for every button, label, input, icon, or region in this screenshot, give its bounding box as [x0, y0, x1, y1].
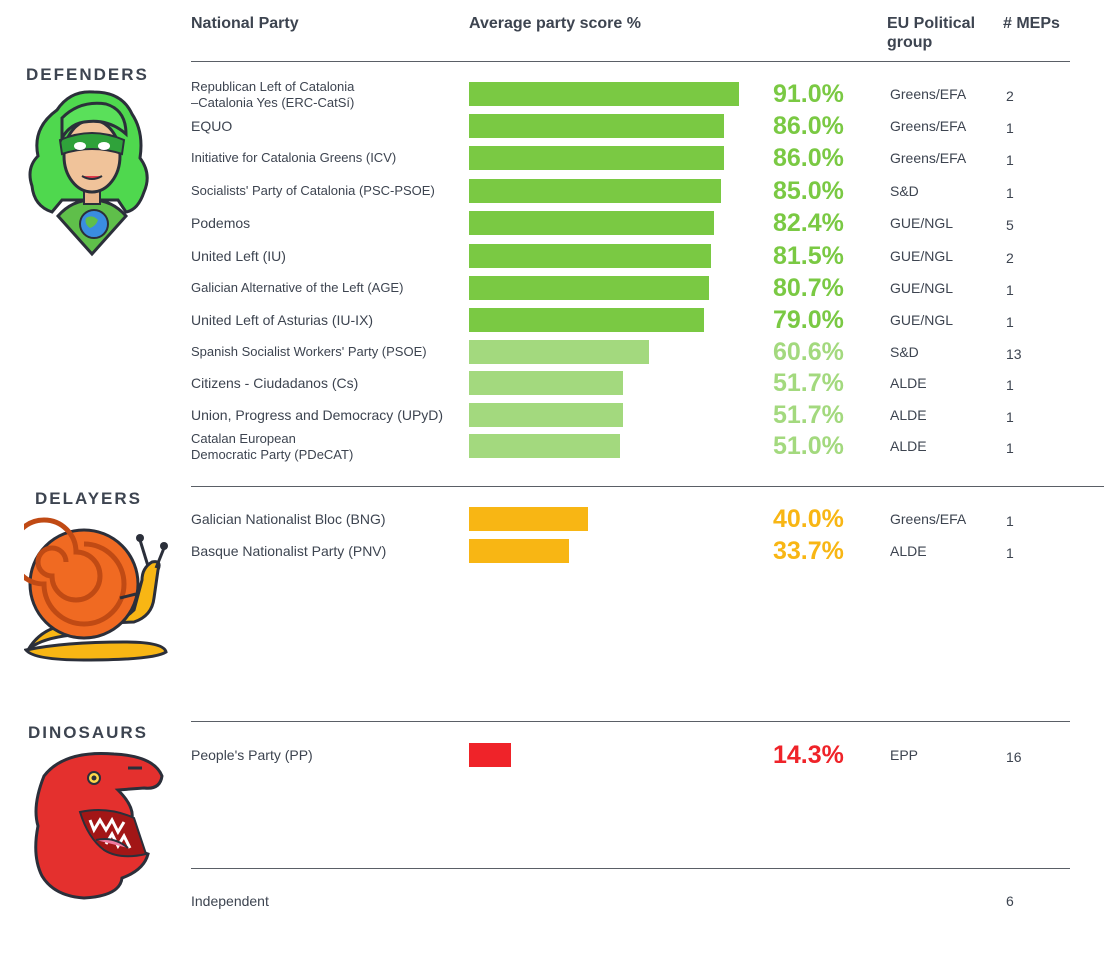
party-name: Socialists' Party of Catalonia (PSC-PSOE…	[191, 183, 435, 198]
score-label: 51.7%	[773, 401, 844, 429]
eu-group: ALDE	[890, 543, 927, 559]
independent-meps: 6	[1006, 893, 1014, 909]
eu-group: ALDE	[890, 375, 927, 391]
score-bar	[469, 340, 649, 364]
score-bar	[469, 371, 623, 395]
meps-count: 1	[1006, 440, 1014, 456]
party-name: United Left (IU)	[191, 248, 286, 264]
score-bar	[469, 308, 704, 332]
header-average-score: Average party score %	[469, 15, 641, 32]
party-name: Basque Nationalist Party (PNV)	[191, 543, 387, 559]
score-label: 80.7%	[773, 274, 844, 302]
meps-count: 2	[1006, 88, 1014, 104]
eu-group: ALDE	[890, 407, 927, 423]
meps-count: 1	[1006, 152, 1014, 168]
score-bar	[469, 179, 721, 203]
score-label: 51.7%	[773, 369, 844, 397]
score-bar	[469, 276, 709, 300]
meps-count: 1	[1006, 513, 1014, 529]
score-label: 91.0%	[773, 80, 844, 108]
score-label: 81.5%	[773, 242, 844, 270]
meps-count: 13	[1006, 346, 1022, 362]
score-bar	[469, 114, 724, 138]
meps-count: 2	[1006, 250, 1014, 266]
eu-group: Greens/EFA	[890, 511, 967, 527]
score-label: 40.0%	[773, 505, 844, 533]
meps-count: 16	[1006, 749, 1022, 765]
eu-group: GUE/NGL	[890, 280, 954, 296]
header-meps: # MEPs	[1003, 15, 1060, 32]
category-dinosaurs: DINOSAURS	[28, 723, 149, 742]
delayers-rule	[191, 486, 1104, 487]
dinosaur-trex-icon	[34, 751, 164, 900]
score-label: 86.0%	[773, 144, 844, 172]
party-name: Galician Alternative of the Left (AGE)	[191, 280, 404, 295]
eu-group: GUE/NGL	[890, 215, 954, 231]
eu-group: Greens/EFA	[890, 118, 967, 134]
score-label: 79.0%	[773, 306, 844, 334]
score-label: 33.7%	[773, 537, 844, 565]
eu-group: GUE/NGL	[890, 312, 954, 328]
eu-group: EPP	[890, 747, 919, 763]
score-bar	[469, 743, 511, 767]
meps-count: 1	[1006, 282, 1014, 298]
eu-group: Greens/EFA	[890, 86, 967, 102]
independent-name: Independent	[191, 893, 269, 909]
party-name-line: Democratic Party (PDeCAT)	[191, 447, 354, 462]
eu-group: S&D	[890, 183, 919, 199]
defender-superhero-icon	[28, 90, 149, 257]
score-bar	[469, 82, 739, 106]
header-eu-group: EU Political group	[887, 15, 976, 51]
score-bar	[469, 507, 588, 531]
score-bar	[469, 146, 724, 170]
party-name: EQUO	[191, 118, 233, 134]
party-name: Union, Progress and Democracy (UPyD)	[191, 407, 444, 423]
header-rule	[191, 61, 1070, 62]
score-bar	[469, 244, 711, 268]
party-name: Republican Left of Catalonia –Catalonia Y…	[191, 79, 354, 111]
score-label: 85.0%	[773, 177, 844, 205]
party-name: United Left of Asturias (IU-IX)	[191, 312, 374, 328]
category-defenders: DEFENDERS	[26, 65, 149, 84]
meps-count: 1	[1006, 377, 1014, 393]
score-bar	[469, 434, 620, 458]
score-label: 86.0%	[773, 112, 844, 140]
independent-rule	[191, 868, 1070, 869]
dinosaurs-rule	[191, 721, 1070, 722]
meps-count: 1	[1006, 314, 1014, 330]
meps-count: 1	[1006, 185, 1014, 201]
party-name: Citizens - Ciudadanos (Cs)	[191, 375, 359, 391]
meps-count: 1	[1006, 545, 1014, 561]
party-name: Initiative for Catalonia Greens (ICV)	[191, 150, 397, 165]
party-name-line: Republican Left of Catalonia	[191, 79, 355, 94]
category-delayers: DELAYERS	[35, 489, 143, 508]
eu-group: S&D	[890, 344, 919, 360]
party-name: Catalan European Democratic Party (PDeCAT…	[191, 431, 353, 463]
score-label: 51.0%	[773, 432, 844, 460]
party-name: Spanish Socialist Workers' Party (PSOE)	[191, 344, 427, 359]
party-name-line: Catalan European	[191, 431, 296, 446]
party-name: Galician Nationalist Bloc (BNG)	[191, 511, 386, 527]
score-label: 60.6%	[773, 338, 844, 366]
eu-group: Greens/EFA	[890, 150, 967, 166]
score-bar	[469, 211, 714, 235]
delayer-snail-icon	[24, 517, 168, 662]
score-bar	[469, 539, 569, 563]
party-name: Podemos	[191, 215, 251, 231]
score-bar	[469, 403, 623, 427]
eu-group: GUE/NGL	[890, 248, 954, 264]
party-name-line: –Catalonia Yes (ERC-CatSí)	[191, 95, 355, 110]
score-label: 82.4%	[773, 209, 844, 237]
meps-count: 1	[1006, 120, 1014, 136]
eu-group: ALDE	[890, 438, 927, 454]
party-name: People's Party (PP)	[191, 747, 313, 763]
score-label: 14.3%	[773, 741, 844, 769]
meps-count: 1	[1006, 409, 1014, 425]
meps-count: 5	[1006, 217, 1014, 233]
header-national-party: National Party	[191, 15, 299, 32]
